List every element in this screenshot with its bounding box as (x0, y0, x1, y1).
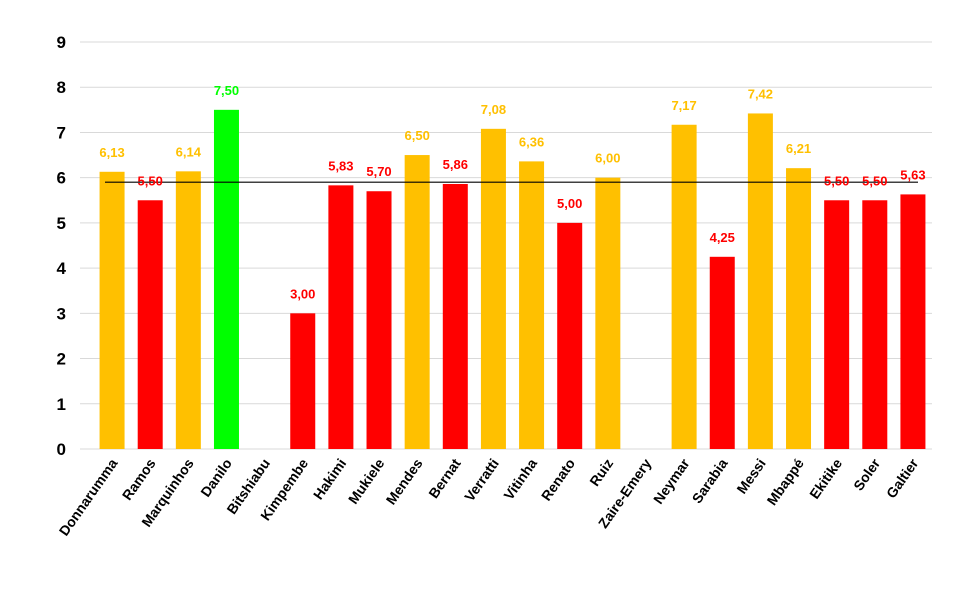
bar (328, 185, 354, 450)
data-label: 7,08 (481, 102, 506, 117)
bar (175, 171, 201, 449)
bar (290, 313, 316, 449)
bar (213, 109, 239, 449)
y-tick-label: 1 (57, 395, 66, 414)
y-tick-label: 3 (57, 304, 66, 323)
data-label: 5,50 (138, 173, 163, 188)
x-tick-label: Soler (850, 455, 884, 493)
x-tick-label: Galtier (883, 455, 922, 501)
data-label: 7,42 (748, 86, 773, 101)
bar (824, 200, 850, 449)
data-label: 5,63 (900, 167, 925, 182)
x-tick-label: Vitinha (500, 455, 540, 502)
data-labels: 6,13 5,50 6,14 7,50 3,00 5,83 5,70 6,50 5,86 7,08… (99, 83, 925, 302)
bar (519, 161, 545, 450)
y-tick-label: 7 (57, 123, 66, 142)
data-label: 3,00 (290, 286, 315, 301)
data-label: 6,36 (519, 134, 544, 149)
y-tick-label: 5 (57, 214, 66, 233)
bar (862, 200, 888, 449)
x-tick-label: Ekitike (806, 455, 845, 501)
bar (709, 256, 735, 449)
x-tick-label: Hakimi (310, 456, 349, 503)
x-tick-label: Renato (538, 456, 578, 504)
bar (99, 171, 125, 449)
data-label: 6,21 (786, 141, 811, 156)
bar (595, 177, 621, 449)
x-tick-label: Verratti (461, 456, 502, 505)
data-label: 5,50 (824, 173, 849, 188)
y-tick-label: 8 (57, 78, 66, 97)
data-label: 6,14 (176, 144, 202, 159)
bar (747, 113, 773, 449)
bar (786, 168, 812, 450)
y-tick-label: 9 (57, 33, 66, 52)
data-label: 5,50 (862, 173, 887, 188)
data-label: 5,00 (557, 196, 582, 211)
x-tick-label: Messi (733, 456, 768, 497)
x-tick-label: Mendes (383, 455, 426, 507)
data-label: 7,17 (671, 98, 696, 113)
data-label: 4,25 (710, 230, 735, 245)
x-tick-label: Ramos (119, 455, 159, 503)
bar (480, 128, 506, 449)
bar (137, 200, 163, 449)
data-label: 6,50 (405, 128, 430, 143)
data-label: 7,50 (214, 83, 239, 98)
x-tick-label: Ruiz (586, 456, 616, 489)
data-label: 5,83 (328, 158, 353, 173)
x-tick-label: Sarabia (689, 455, 731, 506)
y-axis-ticks: 0 1 2 3 4 5 6 7 8 9 (57, 33, 67, 459)
data-label: 6,13 (99, 145, 124, 160)
bar (900, 194, 926, 449)
x-tick-label: Neymar (650, 455, 693, 507)
data-label: 6,00 (595, 151, 620, 166)
bar (366, 191, 392, 449)
x-tick-label: Mukiele (345, 455, 388, 506)
y-tick-label: 2 (57, 350, 66, 369)
data-label: 5,86 (443, 157, 468, 172)
bar (442, 183, 468, 449)
bar (671, 124, 697, 450)
data-label: 5,70 (366, 164, 391, 179)
x-tick-label: Danilo (197, 456, 235, 500)
x-tick-label: Bernat (425, 455, 464, 501)
y-tick-label: 4 (57, 259, 67, 278)
y-tick-label: 0 (57, 440, 66, 459)
bars (99, 109, 926, 450)
bar (557, 222, 583, 449)
x-tick-label: Mbappé (764, 455, 808, 508)
x-tick-label: Donnarumma (56, 455, 121, 538)
bar (404, 155, 430, 450)
y-tick-label: 6 (57, 169, 66, 188)
